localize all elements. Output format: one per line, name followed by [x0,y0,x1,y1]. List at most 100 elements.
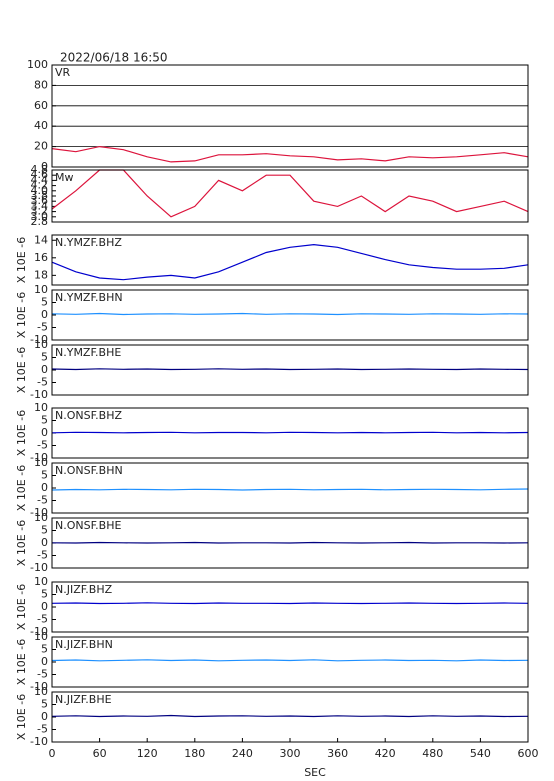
y-tick-label: 5 [41,296,48,309]
y-tick-label: 5 [41,351,48,364]
y-tick-label: 3.4 [31,199,49,212]
x-tick-label: 180 [184,747,205,760]
y-axis-label: X 10E -6 [15,237,28,283]
x-tick-label: 0 [49,747,56,760]
panel-frame [51,289,529,341]
y-tick-label: -5 [37,494,48,507]
panel-label: N.JIZF.BHZ [55,583,113,596]
y-tick-label: 0 [41,160,48,173]
y-tick-label: 5 [41,469,48,482]
y-tick-label: 4.2 [31,179,49,192]
y-tick-label: -5 [37,376,48,389]
y-tick-label: -5 [37,613,48,626]
y-tick-label: 3.0 [31,210,49,223]
panel-label: N.JIZF.BHN [55,638,113,651]
y-tick-label: 3.2 [31,205,49,218]
y-tick-label: 5 [41,643,48,656]
trace [51,312,529,316]
panel-frame [51,64,529,168]
y-tick-label: -5 [37,668,48,681]
trace [51,145,529,163]
y-tick-label: 10 [34,630,48,643]
y-tick-label: 80 [34,78,48,91]
x-tick-label: 360 [327,747,348,760]
y-tick-label: -5 [37,549,48,562]
y-axis-label: X 10E -6 [15,520,28,566]
panel-frame [51,636,529,688]
x-tick-label: 600 [518,747,539,760]
trace [51,368,529,371]
trace [51,488,529,491]
panel-frame [51,169,529,223]
y-tick-label: -5 [37,723,48,736]
y-tick-label: 4.8 [31,163,49,176]
trace [51,659,529,662]
y-tick-label: -10 [30,680,48,693]
y-tick-label: 10 [34,575,48,588]
y-tick-label: 2.8 [31,215,49,228]
panel-label: N.ONSF.BHZ [55,409,122,422]
y-tick-label: -5 [37,321,48,334]
y-tick-label: 0 [41,363,48,376]
panel-label: N.YMZF.BHE [55,346,121,359]
y-tick-label: 5 [41,414,48,427]
x-tick-label: 480 [422,747,443,760]
x-axis-label: SEC [304,766,326,779]
panel-frame [51,691,529,743]
panel-label: N.JIZF.BHE [55,693,112,706]
y-tick-label: 0 [41,600,48,613]
y-axis-label: X 10E -6 [15,639,28,685]
y-tick-label: 10 [34,283,48,296]
y-tick-label: -10 [30,388,48,401]
panel-label: N.ONSF.BHE [55,519,121,532]
x-tick-label: 300 [280,747,301,760]
panel-frame [51,517,529,569]
y-tick-label: 60 [34,99,48,112]
panel-label: N.YMZF.BHN [55,291,123,304]
y-tick-label: 20 [34,140,48,153]
panel-label: N.ONSF.BHN [55,464,123,477]
trace [51,714,529,718]
x-tick-label: 60 [93,747,107,760]
panel-label: N.YMZF.BHZ [55,236,122,249]
y-tick-label: 0 [41,308,48,321]
y-tick-label: 5 [41,698,48,711]
y-tick-label: 3.8 [31,189,49,202]
trace [51,602,529,605]
x-tick-label: 420 [375,747,396,760]
panel-frame [51,581,529,633]
y-tick-label: 4.6 [31,168,49,181]
panel-frame [51,462,529,514]
y-tick-label: 14 [34,233,48,246]
trace [51,541,529,544]
trace [51,243,529,281]
y-tick-label: -10 [30,333,48,346]
y-tick-label: -10 [30,625,48,638]
y-tick-label: -10 [30,561,48,574]
y-tick-label: 10 [34,338,48,351]
panel-frame [51,344,529,396]
timestamp: 2022/06/18 16:50 [60,51,168,65]
y-tick-label: 0 [41,536,48,549]
y-tick-label: 5 [41,588,48,601]
y-tick-label: 10 [34,401,48,414]
y-tick-label: 3.6 [31,194,49,207]
y-tick-label: 4.0 [31,184,49,197]
y-tick-label: -10 [30,735,48,748]
y-tick-label: 40 [34,119,48,132]
y-tick-label: 0 [41,481,48,494]
y-tick-label: -10 [30,506,48,519]
x-tick-label: 540 [470,747,491,760]
trace [51,169,529,218]
y-tick-label: 10 [34,511,48,524]
y-axis-label: X 10E -6 [15,347,28,393]
y-tick-label: 0 [41,426,48,439]
x-tick-label: 240 [232,747,253,760]
panel-label: VR [55,66,71,79]
panel-frame [51,234,529,286]
trace [51,431,529,434]
y-axis-label: X 10E -6 [15,465,28,511]
x-tick-label: 120 [137,747,158,760]
y-axis-label: X 10E -6 [15,292,28,338]
